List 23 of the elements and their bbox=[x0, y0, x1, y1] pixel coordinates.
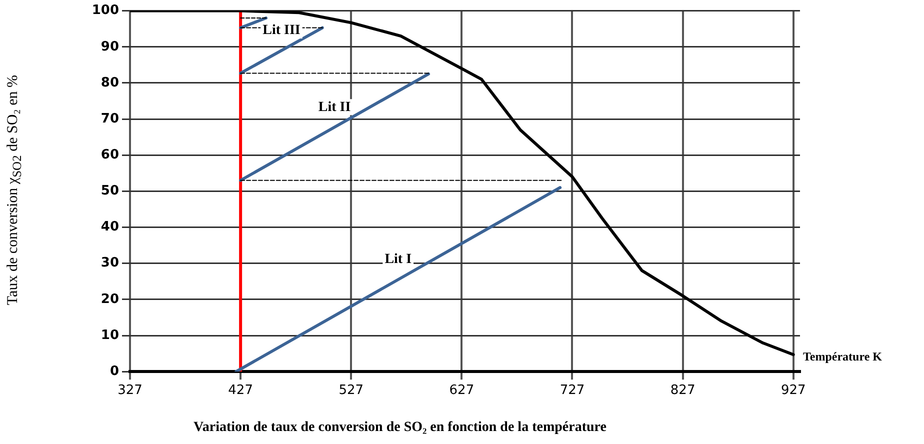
y-tick-label: 50 bbox=[100, 184, 119, 199]
x-tick-label: 627 bbox=[449, 382, 474, 398]
x-tick-label: 527 bbox=[338, 382, 364, 398]
y-tick-label: 20 bbox=[100, 292, 119, 307]
series-label: Lit I bbox=[384, 252, 412, 268]
y-tick-label: 60 bbox=[100, 147, 119, 162]
y-tick-label: 70 bbox=[100, 111, 119, 126]
y-tick-label: 0 bbox=[110, 364, 119, 379]
x-tick-label: 427 bbox=[228, 382, 253, 398]
x-tick-label: 727 bbox=[560, 382, 585, 398]
y-tick-label: 100 bbox=[92, 3, 119, 18]
y-tick-label: 30 bbox=[100, 256, 119, 271]
x-tick-label: 827 bbox=[670, 382, 696, 398]
x-tick-label: 927 bbox=[780, 382, 806, 398]
y-tick-label: 10 bbox=[100, 328, 119, 343]
y-tick-label: 80 bbox=[100, 75, 119, 90]
y-tick-label: 40 bbox=[100, 220, 119, 235]
series-label: Lit II bbox=[318, 100, 351, 115]
x-axis-title: Température K bbox=[803, 350, 883, 364]
text: Variation de taux de conversion de SO₂ en fonction de la température bbox=[194, 420, 606, 436]
y-tick-label: 90 bbox=[100, 39, 119, 54]
x-tick-label: 327 bbox=[118, 382, 142, 398]
series-label: Lit III bbox=[262, 23, 300, 38]
